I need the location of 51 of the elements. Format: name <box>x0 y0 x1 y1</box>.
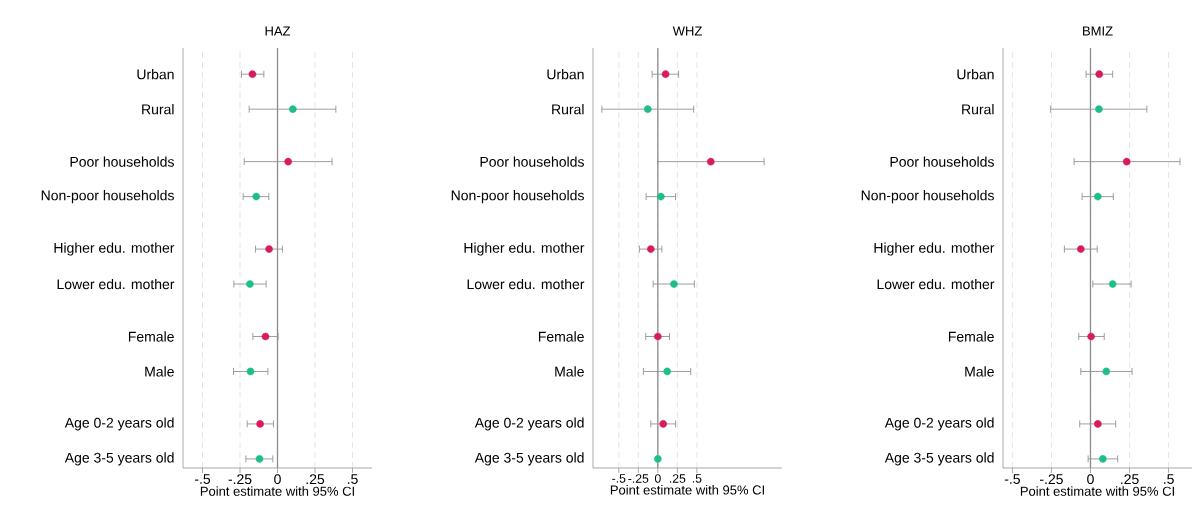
y-tick-label: Age 3-5 years old <box>64 452 174 466</box>
y-tick-label: Rural <box>962 104 994 115</box>
x-tick-label: .5 <box>347 474 358 484</box>
x-tick-label: -.25 <box>228 474 252 485</box>
y-tick-label: Poor households <box>480 156 584 167</box>
y-tick-label: Lower edu. mother <box>57 278 175 290</box>
y-tick-label: Female <box>128 331 174 342</box>
x-tick-label: .25 <box>1121 474 1139 485</box>
x-axis-title: Point estimate with 95% CI <box>1020 486 1174 496</box>
x-tick-label: -.5 <box>612 474 626 483</box>
y-tick-label: Rural <box>552 104 584 115</box>
y-tick-label: Poor households <box>890 156 994 167</box>
x-axis-title: Point estimate with 95% CI <box>200 486 354 496</box>
y-tick-label: Urban <box>137 69 174 80</box>
y-tick-label: Rural <box>142 104 174 115</box>
y-tick-label: Urban <box>957 69 994 80</box>
x-tick-label: -.25 <box>628 474 649 483</box>
x-tick-label: .5 <box>1164 474 1174 484</box>
y-tick-label: Female <box>538 331 584 342</box>
y-tick-label: Female <box>948 331 994 342</box>
y-tick-label: Poor households <box>70 156 174 167</box>
y-tick-label: Age 0-2 years old <box>884 417 994 431</box>
x-tick-label: 0 <box>1087 474 1094 485</box>
y-tick-label: Age 3-5 years old <box>884 452 994 466</box>
x-tick-label: .25 <box>669 474 686 483</box>
y-tick-label: Male <box>965 366 994 377</box>
chart-title: HAZ <box>265 26 291 36</box>
x-tick-label: .25 <box>306 474 325 485</box>
y-tick-label: Male <box>145 366 174 377</box>
y-tick-label: Non-poor households <box>41 190 174 204</box>
x-tick-label: .5 <box>692 474 702 483</box>
y-tick-label: Urban <box>547 69 584 80</box>
y-tick-label: Non-poor households <box>861 190 994 204</box>
x-tick-label: -.25 <box>1040 474 1063 485</box>
y-tick-label: Non-poor households <box>451 190 584 204</box>
y-tick-label: Age 0-2 years old <box>474 417 584 431</box>
chart-title: BMIZ <box>1083 26 1113 36</box>
x-tick-label: 0 <box>274 474 281 485</box>
x-axis-title: Point estimate with 95% CI <box>610 485 764 495</box>
chart-title: WHZ <box>672 26 702 36</box>
x-tick-label: -.5 <box>1004 474 1020 484</box>
y-tick-label: Age 3-5 years old <box>474 452 584 466</box>
x-tick-label: 0 <box>654 474 661 483</box>
y-tick-label: Male <box>555 366 584 377</box>
x-tick-label: -.5 <box>194 474 211 484</box>
y-tick-label: Higher edu. mother <box>54 242 175 256</box>
y-tick-label: Higher edu. mother <box>464 242 585 256</box>
y-tick-label: Lower edu. mother <box>467 278 585 290</box>
y-tick-label: Higher edu. mother <box>874 242 995 256</box>
y-tick-label: Lower edu. mother <box>877 278 995 290</box>
y-tick-label: Age 0-2 years old <box>64 417 174 431</box>
